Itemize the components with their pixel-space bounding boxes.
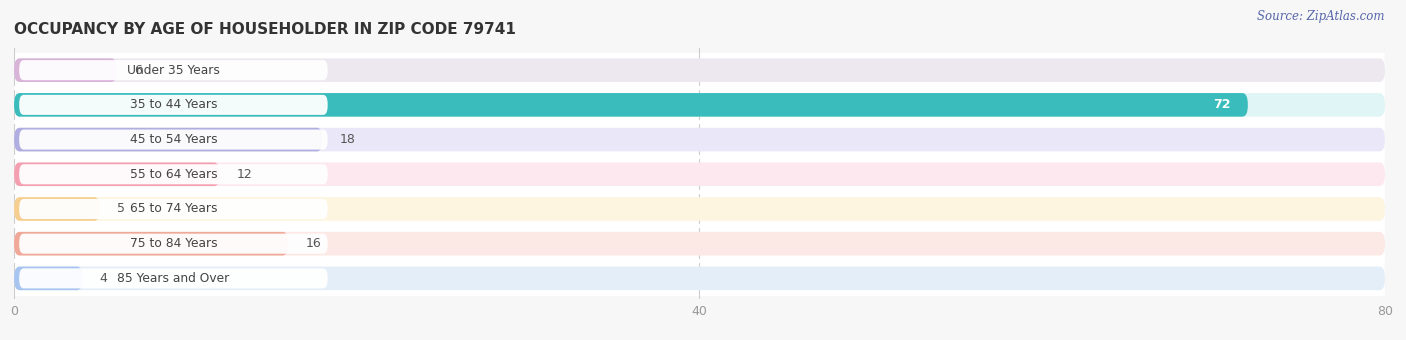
Text: 35 to 44 Years: 35 to 44 Years — [129, 98, 217, 112]
FancyBboxPatch shape — [14, 163, 219, 186]
FancyBboxPatch shape — [14, 58, 1385, 82]
FancyBboxPatch shape — [14, 163, 1385, 186]
Text: 12: 12 — [236, 168, 253, 181]
FancyBboxPatch shape — [20, 268, 328, 288]
FancyBboxPatch shape — [14, 232, 288, 255]
FancyBboxPatch shape — [20, 130, 328, 150]
Text: 72: 72 — [1213, 98, 1230, 112]
FancyBboxPatch shape — [14, 53, 1385, 296]
FancyBboxPatch shape — [14, 267, 83, 290]
FancyBboxPatch shape — [20, 60, 328, 80]
Text: 85 Years and Over: 85 Years and Over — [117, 272, 229, 285]
FancyBboxPatch shape — [14, 58, 117, 82]
Text: 6: 6 — [134, 64, 142, 76]
FancyBboxPatch shape — [14, 93, 1249, 117]
Text: 55 to 64 Years: 55 to 64 Years — [129, 168, 218, 181]
Text: OCCUPANCY BY AGE OF HOUSEHOLDER IN ZIP CODE 79741: OCCUPANCY BY AGE OF HOUSEHOLDER IN ZIP C… — [14, 22, 516, 37]
Text: 75 to 84 Years: 75 to 84 Years — [129, 237, 218, 250]
FancyBboxPatch shape — [14, 232, 1385, 255]
Text: 65 to 74 Years: 65 to 74 Years — [129, 203, 217, 216]
FancyBboxPatch shape — [20, 234, 328, 254]
FancyBboxPatch shape — [14, 128, 1385, 151]
Text: 18: 18 — [340, 133, 356, 146]
FancyBboxPatch shape — [14, 197, 100, 221]
FancyBboxPatch shape — [14, 267, 1385, 290]
Text: 16: 16 — [305, 237, 321, 250]
Text: Source: ZipAtlas.com: Source: ZipAtlas.com — [1257, 10, 1385, 23]
Text: 4: 4 — [100, 272, 108, 285]
Text: 45 to 54 Years: 45 to 54 Years — [129, 133, 218, 146]
FancyBboxPatch shape — [20, 199, 328, 219]
Text: Under 35 Years: Under 35 Years — [127, 64, 219, 76]
FancyBboxPatch shape — [20, 95, 328, 115]
Text: 5: 5 — [117, 203, 125, 216]
FancyBboxPatch shape — [14, 197, 1385, 221]
FancyBboxPatch shape — [20, 164, 328, 184]
FancyBboxPatch shape — [14, 128, 322, 151]
FancyBboxPatch shape — [14, 93, 1385, 117]
